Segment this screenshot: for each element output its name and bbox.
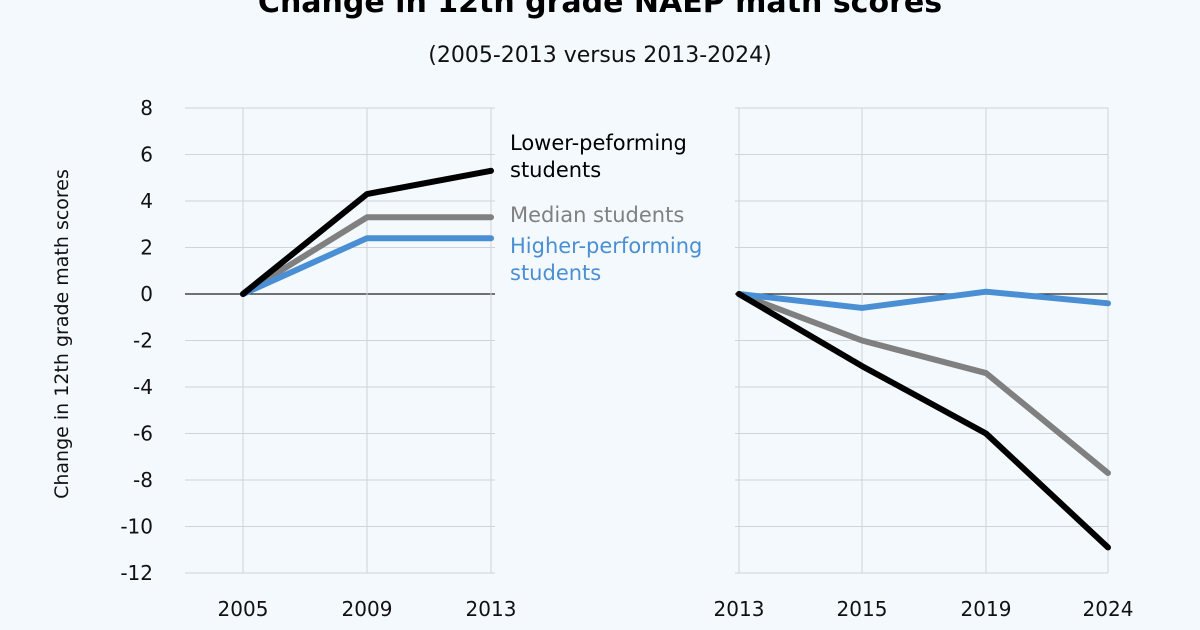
- x-tick-label: 2015: [837, 597, 888, 621]
- series-label: students: [510, 158, 601, 182]
- y-tick-label: 6: [140, 143, 153, 167]
- y-tick-label: -6: [133, 422, 153, 446]
- y-tick-label: -10: [120, 515, 153, 539]
- chart-subtitle: (2005-2013 versus 2013-2024): [428, 43, 771, 68]
- series-label: students: [510, 261, 601, 285]
- y-tick-label: 4: [140, 189, 153, 213]
- y-tick-label: 0: [140, 282, 153, 306]
- series-label: Higher-performing: [510, 234, 702, 258]
- y-tick-label: -12: [120, 561, 153, 585]
- x-tick-label: 2013: [714, 597, 765, 621]
- chart-title: Change in 12th grade NAEP math scores: [258, 0, 942, 20]
- y-tick-label: -2: [133, 329, 153, 353]
- x-tick-label: 2005: [218, 597, 269, 621]
- x-tick-label: 2013: [466, 597, 517, 621]
- y-tick-label: 2: [140, 236, 153, 260]
- x-tick-label: 2019: [961, 597, 1012, 621]
- series-line-median-students-panel-2: [736, 291, 1111, 477]
- series-label: Lower-peforming: [510, 131, 687, 155]
- y-tick-label: -4: [133, 375, 153, 399]
- x-tick-label: 2009: [342, 597, 393, 621]
- series-line-higher-performing-students-panel-2: [736, 288, 1111, 311]
- y-axis-label: Change in 12th grade math scores: [51, 169, 73, 499]
- x-tick-label: 2024: [1083, 597, 1134, 621]
- series-line-lower-peforming-students-panel-2: [736, 291, 1111, 551]
- y-tick-label: 8: [140, 96, 153, 120]
- series-label: Median students: [510, 203, 684, 227]
- y-tick-label: -8: [133, 468, 153, 492]
